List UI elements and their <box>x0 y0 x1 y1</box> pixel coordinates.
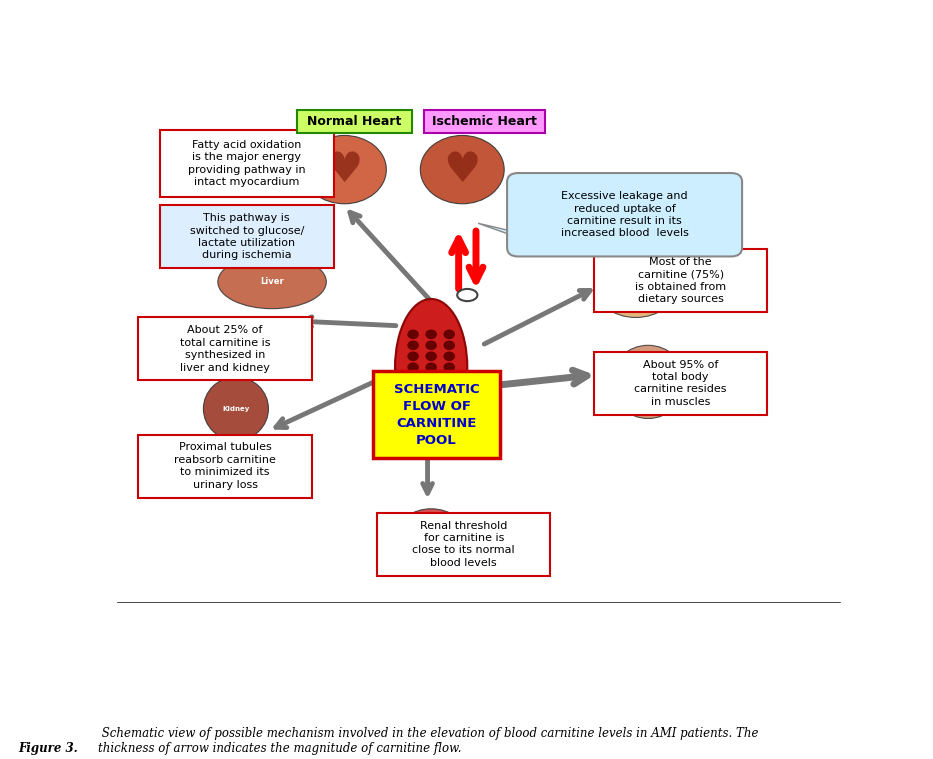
Circle shape <box>426 330 437 339</box>
FancyBboxPatch shape <box>594 249 767 312</box>
Ellipse shape <box>397 509 466 562</box>
Circle shape <box>408 342 418 349</box>
FancyBboxPatch shape <box>424 110 546 134</box>
Text: Proximal tubules
reabsorb carnitine
to minimized its
urinary loss: Proximal tubules reabsorb carnitine to m… <box>174 442 276 490</box>
Circle shape <box>426 363 437 371</box>
Text: Excessive leakage and
reduced uptake of
carnitine result in its
increased blood : Excessive leakage and reduced uptake of … <box>561 191 689 238</box>
Text: This pathway is
switched to glucose/
lactate utilization
during ischemia: This pathway is switched to glucose/ lac… <box>189 213 304 260</box>
Ellipse shape <box>203 377 269 440</box>
Circle shape <box>426 396 437 405</box>
FancyBboxPatch shape <box>160 205 334 268</box>
Ellipse shape <box>395 299 467 436</box>
Circle shape <box>444 396 454 405</box>
FancyBboxPatch shape <box>138 317 312 380</box>
FancyBboxPatch shape <box>594 351 767 414</box>
Text: Figure 3.: Figure 3. <box>19 742 78 755</box>
Circle shape <box>426 352 437 361</box>
Circle shape <box>408 363 418 371</box>
Circle shape <box>426 385 437 393</box>
Circle shape <box>408 396 418 405</box>
Text: Renal threshold
for carnitine is
close to its normal
blood levels: Renal threshold for carnitine is close t… <box>412 521 515 568</box>
FancyBboxPatch shape <box>508 173 742 257</box>
FancyBboxPatch shape <box>373 371 500 458</box>
Circle shape <box>408 385 418 393</box>
FancyBboxPatch shape <box>377 512 550 575</box>
Circle shape <box>408 330 418 339</box>
Text: Schematic view of possible mechanism involved in the elevation of blood carnitin: Schematic view of possible mechanism inv… <box>98 727 759 755</box>
Circle shape <box>408 352 418 361</box>
Text: Fatty acid oxidation
is the major energy
providing pathway in
intact myocardium: Fatty acid oxidation is the major energy… <box>188 140 306 187</box>
Text: ♥: ♥ <box>326 149 363 191</box>
Circle shape <box>444 385 454 393</box>
Text: Most of the
carnitine (75%)
is obtained from
dietary sources: Most of the carnitine (75%) is obtained … <box>635 257 726 304</box>
Text: Ischemic Heart: Ischemic Heart <box>432 115 537 128</box>
Text: Normal Heart: Normal Heart <box>307 115 402 128</box>
Ellipse shape <box>218 255 327 309</box>
Text: About 95% of
total body
carnitine resides
in muscles: About 95% of total body carnitine reside… <box>634 360 727 407</box>
Text: Kidney: Kidney <box>222 406 250 411</box>
Circle shape <box>408 374 418 383</box>
Ellipse shape <box>610 345 686 418</box>
Polygon shape <box>479 223 583 247</box>
Circle shape <box>444 330 454 339</box>
Text: ♥: ♥ <box>443 149 480 191</box>
Text: Liver: Liver <box>260 277 284 286</box>
Ellipse shape <box>593 251 677 317</box>
Text: SCHEMATIC
FLOW OF
CARNITINE
POOL: SCHEMATIC FLOW OF CARNITINE POOL <box>394 383 480 447</box>
FancyBboxPatch shape <box>160 130 334 197</box>
Circle shape <box>444 342 454 349</box>
Text: Muscle: Muscle <box>633 377 663 386</box>
Circle shape <box>444 374 454 383</box>
Circle shape <box>444 352 454 361</box>
Circle shape <box>444 363 454 371</box>
Circle shape <box>426 374 437 383</box>
Text: Intestine: Intestine <box>617 280 655 288</box>
Ellipse shape <box>420 135 504 203</box>
Text: About 25% of
total carnitine is
synthesized in
liver and kidney: About 25% of total carnitine is synthesi… <box>180 326 271 373</box>
FancyBboxPatch shape <box>138 435 312 498</box>
Circle shape <box>426 342 437 349</box>
Ellipse shape <box>302 135 386 203</box>
FancyBboxPatch shape <box>298 110 411 134</box>
